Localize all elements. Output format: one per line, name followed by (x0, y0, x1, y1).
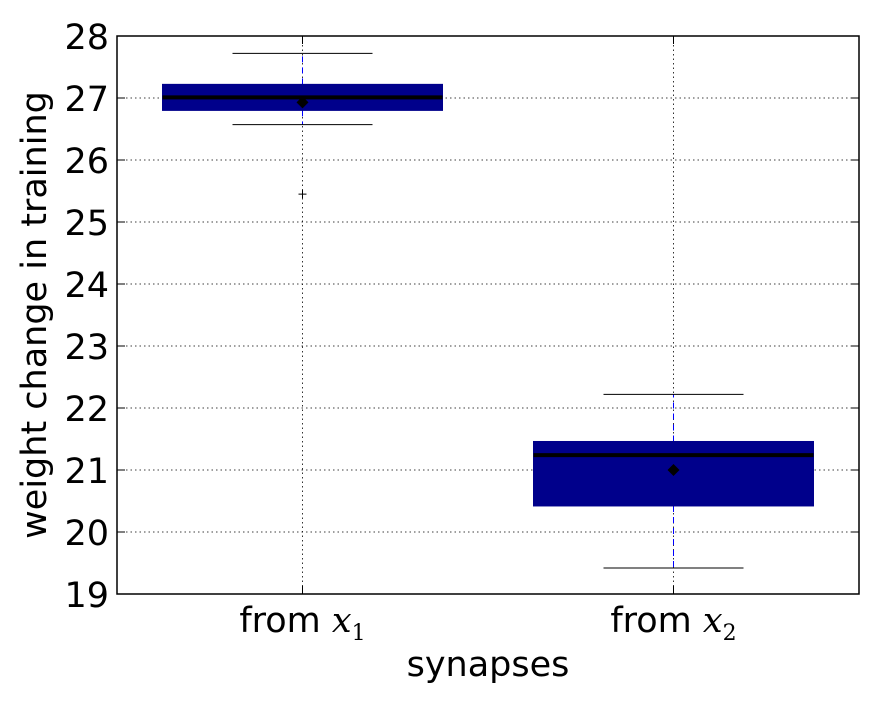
y-axis-title: weight change in training (15, 91, 55, 539)
y-tick-label: 21 (64, 452, 109, 492)
y-tick-label: 28 (64, 18, 109, 58)
y-tick-label: 24 (64, 266, 109, 306)
box-group (162, 52, 443, 199)
mean-marker (667, 464, 680, 476)
box-group (533, 393, 814, 569)
y-tick-label: 26 (64, 142, 109, 182)
y-tick-label: 20 (64, 514, 109, 554)
axis-ticks: 19 20 21 22 23 24 25 26 27 28 (64, 18, 859, 616)
plot-frame (116, 35, 860, 595)
mean-marker (296, 96, 309, 109)
boxes (162, 52, 814, 569)
y-tick-label: 27 (64, 80, 109, 120)
x-axis-title: synapses (407, 645, 570, 685)
y-tick-label: 22 (64, 390, 109, 430)
y-tick-label: 25 (64, 204, 109, 244)
x-tick-label: from x1 (239, 601, 365, 646)
y-tick-label: 23 (64, 328, 109, 368)
y-tick-label: 19 (64, 576, 109, 616)
x-tick-label: from x2 (610, 601, 736, 646)
outlier-point (298, 190, 307, 199)
